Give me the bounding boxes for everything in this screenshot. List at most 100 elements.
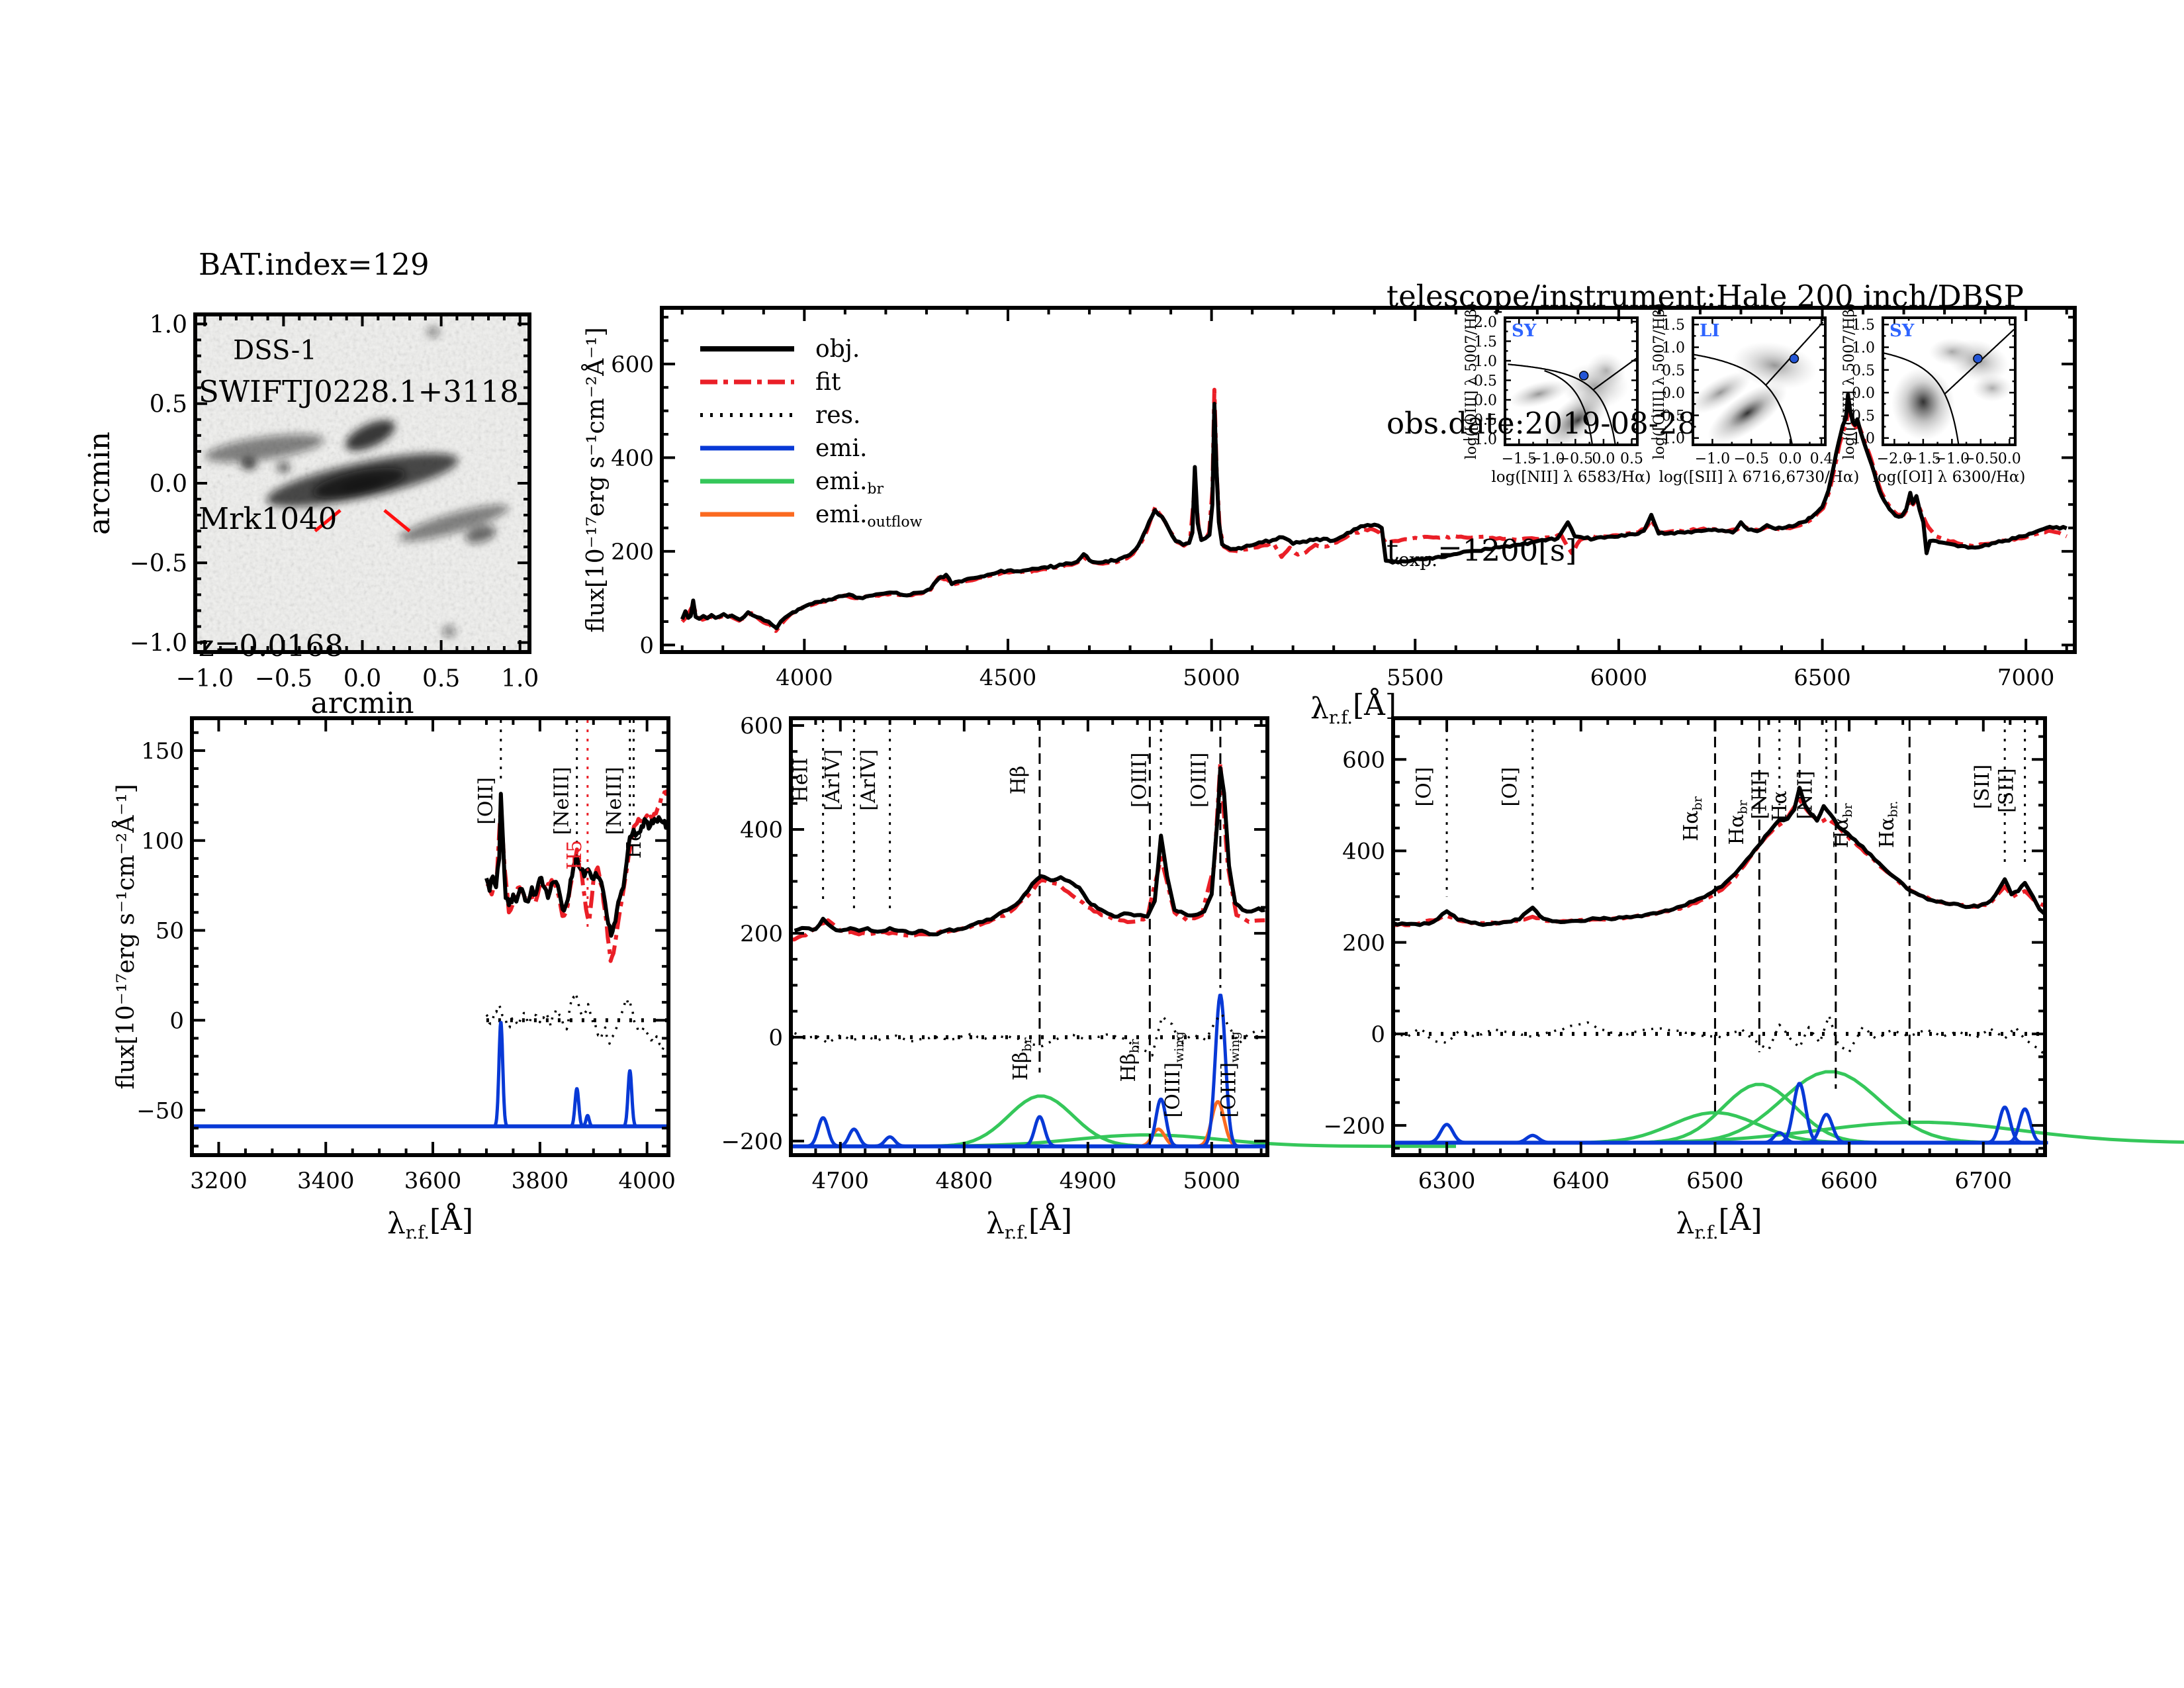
emission-line-label: [NII] — [1748, 771, 1771, 819]
density-blob — [1729, 399, 1766, 428]
bpt-inset: −2.0−1.5−1.0−0.5 0.0−1.0−0.50.00.51.01.5 S… — [1840, 303, 2026, 486]
classification-line — [1592, 357, 1637, 391]
classification-line — [1544, 369, 1593, 445]
telescope-label: telescope/instrument:Hale 200 inch/DBSP — [1387, 279, 2024, 314]
y-tick-label: −200 — [1324, 1113, 1385, 1139]
emission-component — [620, 1069, 640, 1128]
bpt-x-axis-title: log([SII] λ 6716,6730/Hα) — [1659, 469, 1860, 486]
object-spectrum-line — [680, 392, 2068, 630]
legend-label: emi.br — [815, 468, 884, 498]
x-tick-label: 3400 — [297, 1168, 355, 1194]
x-tick-label: 4700 — [812, 1168, 870, 1194]
axis-ticks: −1.0 −0.5 0.0 0.4−1.0−0.50.00.51.01.5 — [1650, 317, 1833, 467]
emission-component — [567, 1087, 587, 1128]
legend-label: fit — [815, 369, 841, 396]
emission-line-label: [OI] — [1413, 767, 1436, 807]
emission-line-label: HeII — [789, 758, 812, 803]
x-tick-label: 4000 — [776, 665, 833, 691]
bpt-class-label: SY — [1889, 321, 1915, 341]
dss-y-axis-title: arcmin — [83, 432, 116, 535]
axis-frame — [1882, 316, 2017, 446]
bpt-inset: −1.5−1.0−0.50.0 0.5−1.0−0.50.00.51.01.52.… — [1462, 303, 1651, 486]
x-axis-title: λr.f.[Å] — [1676, 1202, 1762, 1243]
bpt-x-axis-title: log([OI] λ 6300/Hα) — [1873, 469, 2026, 486]
density-blob — [1732, 342, 1817, 389]
emission-component — [1772, 1082, 1827, 1145]
x-axis-title: λr.f.[Å] — [387, 1202, 473, 1243]
x-tick-label: 4800 — [936, 1168, 993, 1194]
emission-line-label: Hβbr — [1117, 1039, 1142, 1082]
y-tick-label: 1.5 — [1662, 317, 1685, 334]
emission-line-label: Hαbr — [1830, 803, 1855, 849]
y-tick-label: 100 — [141, 828, 184, 855]
main-spectrum-panel: −1.5−1.0−0.50.0 0.5−1.0−0.50.00.51.01.52.… — [582, 303, 2077, 728]
legend-label: emi. — [815, 435, 867, 462]
y-tick-label: 0.5 — [1852, 363, 1875, 379]
emission-line-label: [ArIV] — [857, 749, 880, 811]
slit-marker — [383, 508, 411, 533]
y-tick-label: 0.5 — [1662, 363, 1685, 379]
bpt-y-axis-title: log([OIII] λ 5007/Hβ) — [1463, 303, 1480, 459]
x-axis-title: λr.f.[Å] — [1310, 687, 1396, 728]
density-blob — [1586, 352, 1626, 389]
y-tick-label: −1.0 — [130, 630, 187, 657]
y-axis-title: flux[10⁻¹⁷erg s⁻¹cm⁻²Å⁻¹] — [112, 784, 140, 1089]
residual-line — [1392, 1014, 2046, 1056]
y-tick-label: 200 — [611, 539, 654, 565]
object-name-label: Mrk1040 — [199, 501, 338, 536]
cutout-hbeta-panel: HeII [ArIV] [ArIV] Hβ Hβbr [OIII] [OIII] Hβbr [O… — [721, 713, 1456, 1243]
x-tick-label: 3800 — [512, 1168, 569, 1194]
y-axis-title: flux[10⁻¹⁷erg s⁻¹cm⁻²Å⁻¹] — [582, 327, 610, 632]
y-tick-label: 1.5 — [1852, 317, 1875, 334]
exposure-label: texp.=1200[s] — [1387, 533, 1577, 571]
x-tick-label: 6700 — [1955, 1168, 2013, 1194]
x-tick-label: −0.5 — [1558, 451, 1593, 467]
axis-frame — [789, 716, 1269, 1157]
x-tick-label: 1.0 — [501, 665, 539, 692]
y-tick-label: 600 — [1342, 747, 1385, 773]
emission-line-label: Hβ — [1007, 766, 1030, 795]
classification-line — [1693, 353, 1794, 445]
emission-component — [1130, 1127, 1187, 1149]
swift-id-label: SWIFTJ0228.1+3118 — [199, 374, 519, 409]
y-tick-label: 200 — [740, 921, 783, 947]
x-tick-label: 6600 — [1821, 1168, 1878, 1194]
emission-line-label: [SII] — [1995, 768, 2018, 813]
x-tick-label: 6500 — [1794, 665, 1851, 691]
bpt-inset: −1.0 −0.5 0.0 0.4−1.0−0.50.00.51.01.5 LIlog(… — [1650, 303, 1860, 486]
axis-frame — [1391, 716, 2047, 1157]
axis-frame — [1504, 316, 1639, 446]
y-tick-label: 150 — [141, 738, 184, 765]
y-tick-label: 0.5 — [1474, 373, 1497, 389]
emission-line-label: [ArIV] — [821, 749, 844, 811]
y-tick-label: −0.5 — [1650, 408, 1685, 424]
bpt-y-axis-title: log([OIII] λ 5007/Hβ) — [1651, 303, 1668, 459]
bpt-class-label: LI — [1700, 321, 1719, 341]
dss-x-axis-title: arcmin — [310, 686, 414, 720]
x-tick-label: −1.0 — [1695, 451, 1730, 467]
emission-component — [2000, 1107, 2049, 1145]
axis-ticks: −1.5−1.0−0.50.0 0.5−1.0−0.50.00.51.01.52.… — [1462, 314, 1643, 467]
x-tick-label: −0.5 — [1734, 451, 1769, 467]
emission-line-label: Hαbr. — [1876, 801, 1901, 849]
y-tick-label: 1.0 — [1662, 340, 1685, 356]
y-tick-label: −200 — [721, 1129, 783, 1155]
x-tick-label: 5000 — [1183, 1168, 1241, 1194]
object-spectrum-line — [1392, 786, 2046, 927]
x-tick-label: 4000 — [618, 1168, 676, 1194]
bpt-class-label: SY — [1512, 321, 1537, 341]
density-blob — [1693, 371, 1752, 414]
emission-line-label: Hαbr — [1680, 796, 1705, 841]
emission-component — [866, 1135, 912, 1149]
bat-index-label: BAT.index=129 — [199, 247, 430, 282]
y-tick-label: −1.0 — [1462, 432, 1497, 448]
y-tick-label: 600 — [740, 713, 783, 739]
x-tick-label: 0.0 — [1779, 451, 1802, 467]
y-tick-label: −0.5 — [130, 550, 187, 577]
y-tick-label: 0 — [169, 1008, 184, 1035]
fit-line — [485, 789, 670, 963]
emission-line-label: [OI] — [1498, 767, 1522, 807]
